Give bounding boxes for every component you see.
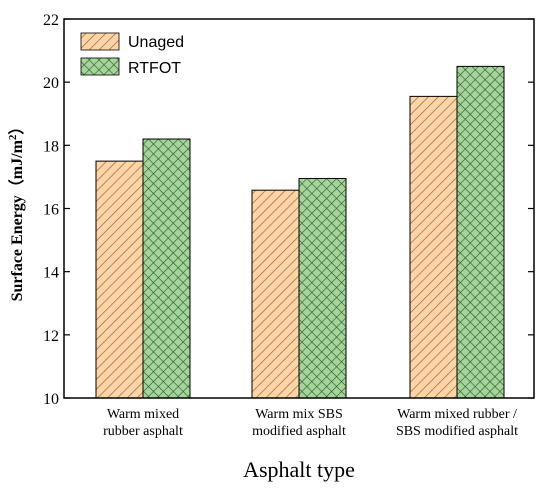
bar-rtfot-3	[456, 65, 505, 399]
legend-swatch-rtfot	[80, 57, 120, 76]
y-tick-label: 18	[43, 138, 59, 155]
bar-rtfot-1	[142, 138, 191, 399]
y-axis-title-main: Surface Energy（mJ/m	[8, 139, 26, 301]
y-axis-title-sup: 2	[7, 134, 19, 140]
y-tick-label: 12	[43, 328, 59, 345]
bar-unaged-1	[95, 160, 144, 399]
y-tick-label: 14	[43, 265, 59, 282]
legend-label-rtfot: RTFOT	[128, 60, 181, 77]
x-axis-title: Asphalt type	[243, 457, 355, 482]
legend-swatch-unaged	[80, 32, 120, 51]
y-tick-label: 20	[43, 75, 59, 92]
x-axis: Warm mixed rubber asphalt Warm mix SBS modi…	[103, 407, 518, 439]
bars-layer	[95, 65, 505, 399]
y-axis-title: Surface Energy（mJ/m2）	[7, 119, 26, 302]
y-tick-label: 10	[43, 391, 59, 408]
legend-label-unaged: Unaged	[128, 34, 184, 51]
legend: Unaged RTFOT	[80, 32, 184, 77]
x-category-label: Warm mix SBS	[255, 407, 343, 422]
x-category-label: Warm mixed rubber /	[397, 407, 517, 422]
bar-rtfot-2	[298, 177, 347, 399]
bar-unaged-2	[251, 189, 300, 399]
y-tick-label: 22	[43, 12, 59, 29]
y-axis-title-close: ）	[8, 119, 26, 135]
x-category-label: SBS modified asphalt	[396, 424, 518, 439]
x-category-label: rubber asphalt	[103, 424, 183, 439]
x-category-label: modified asphalt	[252, 424, 346, 439]
x-category-label: Warm mixed	[107, 407, 179, 422]
bar-unaged-3	[409, 95, 458, 399]
y-tick-label: 16	[43, 202, 59, 219]
y-axis: 10 12 14 16 18 20 22	[43, 12, 534, 408]
